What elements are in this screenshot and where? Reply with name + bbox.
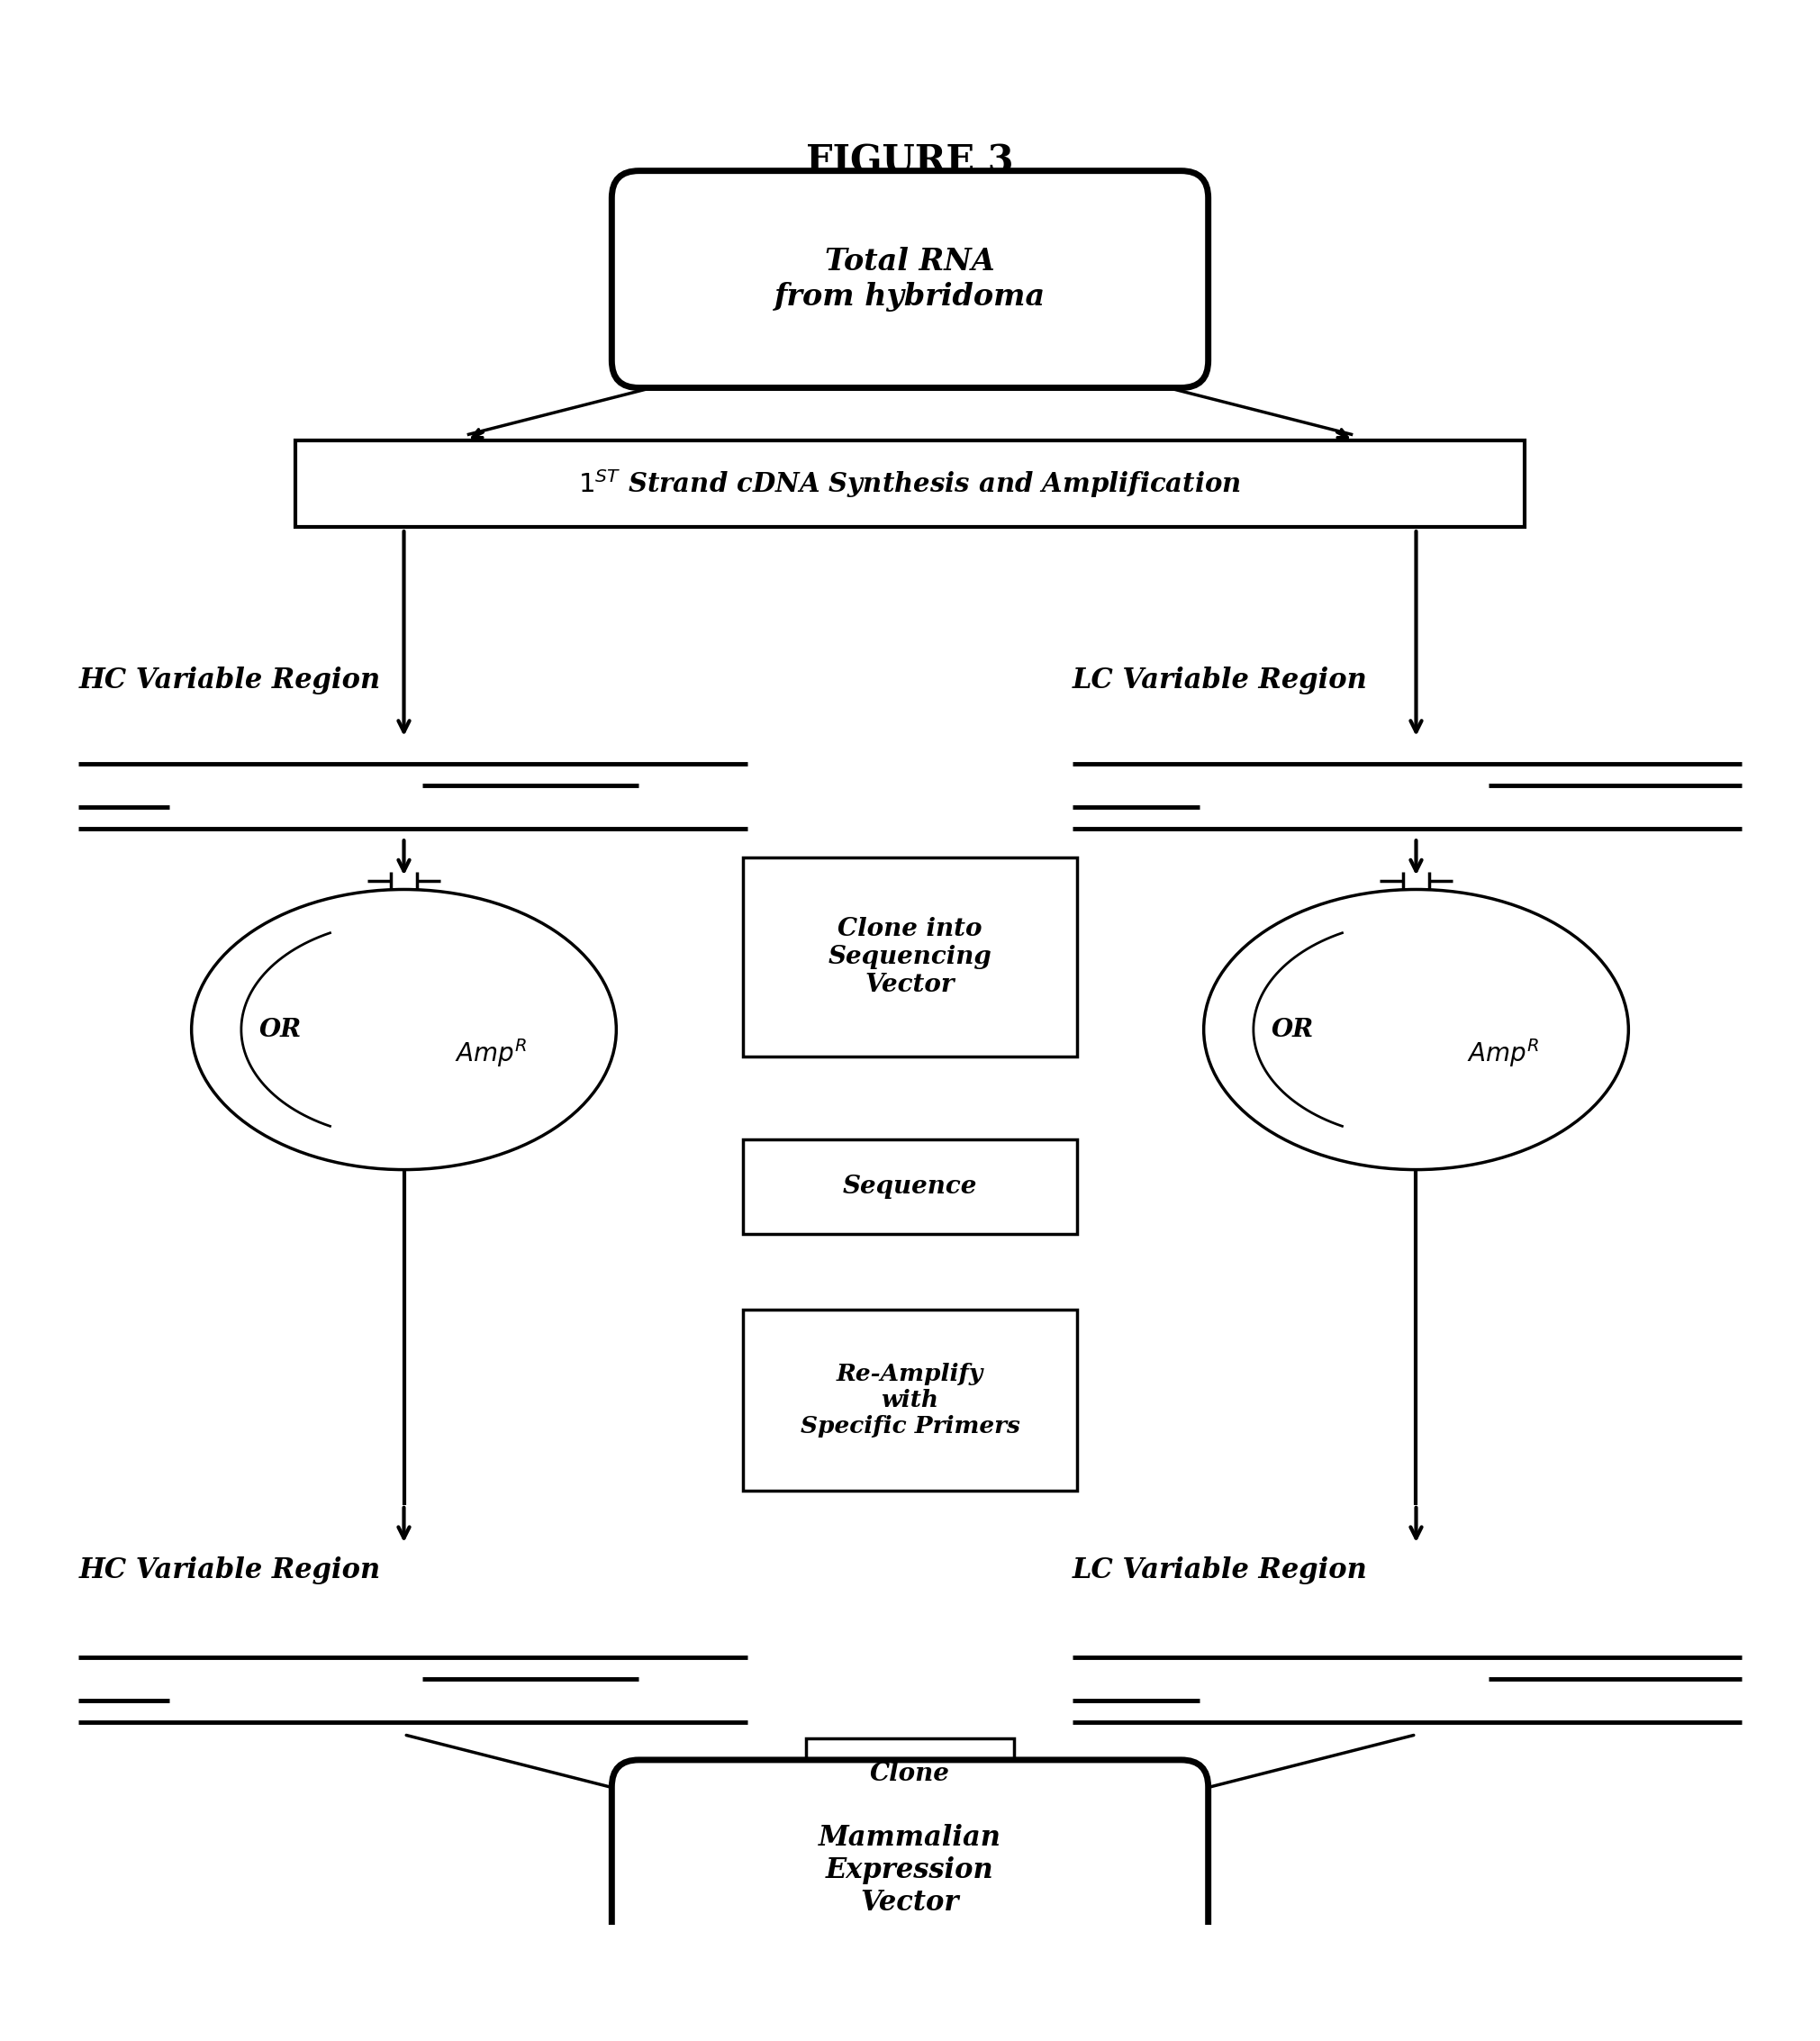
Text: LC Variable Region: LC Variable Region (1072, 667, 1369, 694)
FancyBboxPatch shape (295, 441, 1525, 527)
Text: Total RNA
from hybridoma: Total RNA from hybridoma (775, 247, 1045, 312)
FancyBboxPatch shape (806, 1739, 1014, 1810)
FancyBboxPatch shape (743, 1310, 1077, 1490)
Text: $Amp^R$: $Amp^R$ (455, 1037, 526, 1069)
FancyBboxPatch shape (743, 1139, 1077, 1235)
Text: LC Variable Region: LC Variable Region (1072, 1555, 1369, 1584)
Text: OR: OR (258, 1016, 302, 1041)
Text: OR: OR (1272, 1016, 1314, 1041)
FancyBboxPatch shape (743, 857, 1077, 1057)
Text: Sequence: Sequence (843, 1176, 977, 1198)
Text: HC Variable Region: HC Variable Region (78, 1555, 380, 1584)
FancyBboxPatch shape (612, 171, 1208, 388)
Text: $1^{ST}$ Strand cDNA Synthesis and Amplification: $1^{ST}$ Strand cDNA Synthesis and Ampli… (579, 467, 1241, 500)
Text: HC Variable Region: HC Variable Region (78, 667, 380, 694)
Text: $Amp^R$: $Amp^R$ (1467, 1037, 1540, 1069)
Text: Mammalian
Expression
Vector: Mammalian Expression Vector (819, 1825, 1001, 1916)
Text: FIGURE 3: FIGURE 3 (806, 143, 1014, 182)
FancyBboxPatch shape (612, 1759, 1208, 1980)
Text: Clone into
Sequencing
Vector: Clone into Sequencing Vector (828, 916, 992, 998)
Text: Re-Amplify
with
Specific Primers: Re-Amplify with Specific Primers (801, 1363, 1019, 1437)
Text: Clone: Clone (870, 1761, 950, 1786)
